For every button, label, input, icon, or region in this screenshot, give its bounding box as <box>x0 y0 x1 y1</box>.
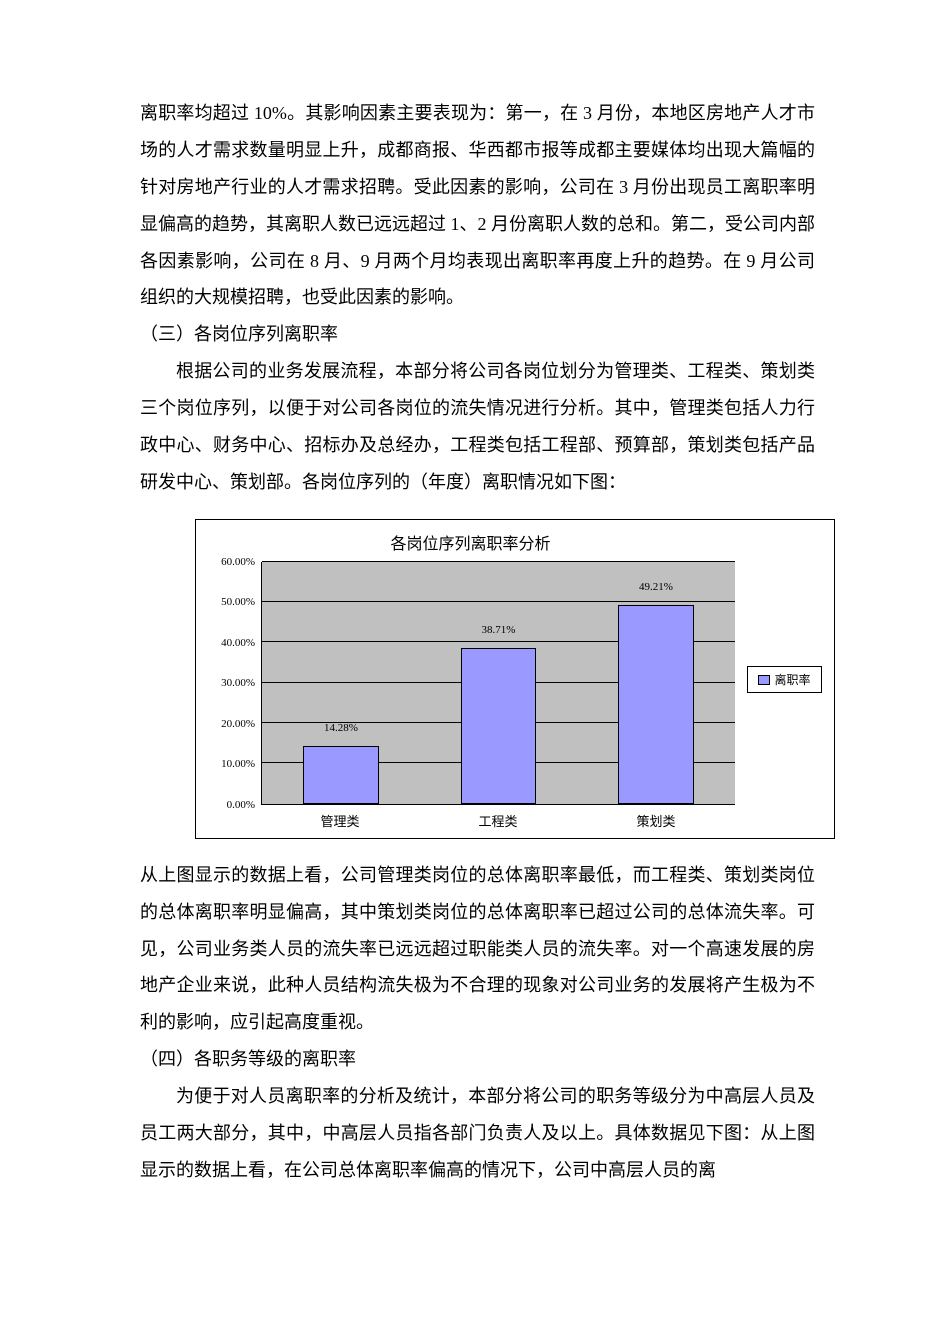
y-tick-label: 0.00% <box>227 799 255 811</box>
x-tick-label: 管理类 <box>261 811 419 830</box>
bar-value-label: 49.21% <box>639 581 673 593</box>
x-tick-label: 策划类 <box>577 811 735 830</box>
chart-legend: 离职率 <box>747 666 822 693</box>
gridline <box>262 601 735 602</box>
y-tick-label: 50.00% <box>221 596 255 608</box>
y-tick-label: 40.00% <box>221 637 255 649</box>
x-axis: 管理类工程类策划类 <box>206 811 735 830</box>
paragraph-3: 从上图显示的数据上看，公司管理类岗位的总体离职率最低，而工程类、策划类岗位的总体… <box>140 857 815 1041</box>
bar-value-label: 38.71% <box>482 624 516 636</box>
y-tick-label: 30.00% <box>221 677 255 689</box>
heading-section-4: （四）各职务等级的离职率 <box>140 1041 815 1078</box>
gridline <box>262 561 735 562</box>
bar-chart-container: 各岗位序列离职率分析 0.00% 10.00% 20.00% 30.00% 40.00%… <box>195 519 835 839</box>
paragraph-2: 根据公司的业务发展流程，本部分将公司各岗位划分为管理类、工程类、策划类三个岗位序… <box>140 353 815 501</box>
bar <box>461 648 537 804</box>
y-tick-label: 20.00% <box>221 718 255 730</box>
y-tick-label: 10.00% <box>221 758 255 770</box>
chart-title: 各岗位序列离职率分析 <box>206 530 735 554</box>
x-tick-label: 工程类 <box>419 811 577 830</box>
bar <box>618 605 694 803</box>
heading-section-3: （三）各岗位序列离职率 <box>140 316 815 353</box>
y-axis: 0.00%10.00%20.00%30.00%40.00%50.00%60.00… <box>206 562 261 805</box>
paragraph-4: 为便于对人员离职率的分析及统计，本部分将公司的职务等级分为中高层人员及员工两大部… <box>140 1078 815 1189</box>
paragraph-1: 离职率均超过 10%。其影响因素主要表现为：第一，在 3 月份，本地区房地产人才… <box>140 95 815 316</box>
legend-label: 离职率 <box>774 671 810 688</box>
bar <box>303 746 379 804</box>
plot-area: 14.28% 38.71% 49.21% <box>261 562 735 805</box>
bar-value-label: 14.28% <box>324 722 358 734</box>
legend-swatch <box>758 675 770 685</box>
y-tick-label: 60.00% <box>221 556 255 568</box>
